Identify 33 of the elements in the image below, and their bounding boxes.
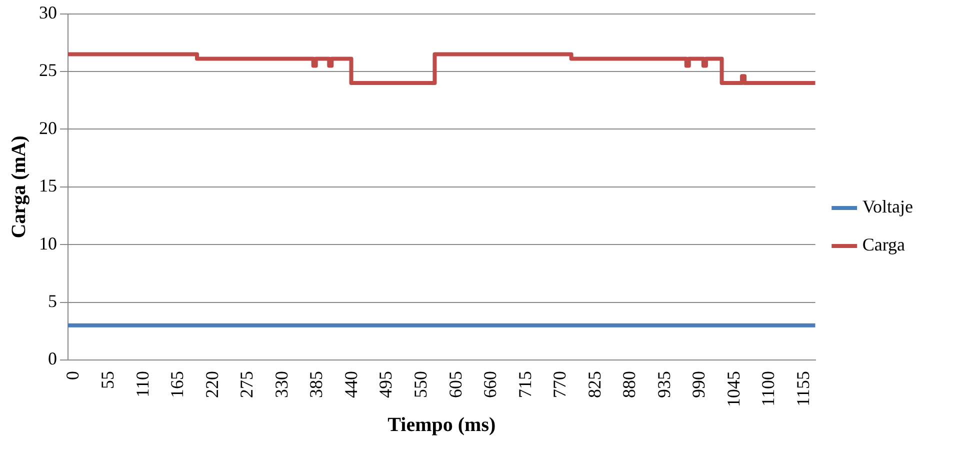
x-tick-label: 495 bbox=[376, 371, 396, 398]
x-tick-label: 275 bbox=[236, 371, 257, 398]
x-tick-label: 605 bbox=[445, 371, 466, 398]
x-tick-label: 110 bbox=[132, 371, 152, 398]
x-tick-label: 220 bbox=[202, 371, 222, 398]
x-tick-label: 55 bbox=[98, 371, 118, 389]
x-tick-label: 330 bbox=[271, 371, 292, 398]
y-tick-label: 25 bbox=[39, 60, 57, 80]
y-tick-label: 30 bbox=[39, 2, 57, 23]
y-axis-title: Carga (mA) bbox=[8, 136, 30, 238]
x-tick-label: 385 bbox=[306, 371, 326, 398]
x-tick-label: 935 bbox=[654, 371, 674, 398]
x-tick-label: 1100 bbox=[758, 371, 778, 406]
y-tick-label: 0 bbox=[48, 348, 57, 369]
x-axis-title: Tiempo (ms) bbox=[388, 414, 496, 436]
x-tick-label: 770 bbox=[550, 371, 570, 398]
x-tick-label: 660 bbox=[480, 371, 500, 398]
y-tick-label: 10 bbox=[39, 233, 57, 254]
legend-label: Carga bbox=[862, 234, 906, 255]
x-tick-label: 1155 bbox=[793, 371, 814, 406]
x-tick-label: 1045 bbox=[723, 371, 744, 407]
legend-label: Voltaje bbox=[862, 196, 914, 217]
x-tick-label: 440 bbox=[340, 371, 361, 398]
x-tick-label: 550 bbox=[410, 371, 430, 398]
x-tick-label: 165 bbox=[167, 371, 188, 398]
x-tick-label: 0 bbox=[62, 371, 83, 380]
y-tick-label: 15 bbox=[39, 176, 57, 196]
x-tick-label: 880 bbox=[619, 371, 640, 398]
x-tick-label: 990 bbox=[688, 371, 709, 398]
y-tick-label: 5 bbox=[48, 291, 57, 312]
y-tick-label: 20 bbox=[39, 118, 57, 138]
x-tick-label: 825 bbox=[584, 371, 604, 398]
x-tick-label: 715 bbox=[514, 371, 535, 398]
